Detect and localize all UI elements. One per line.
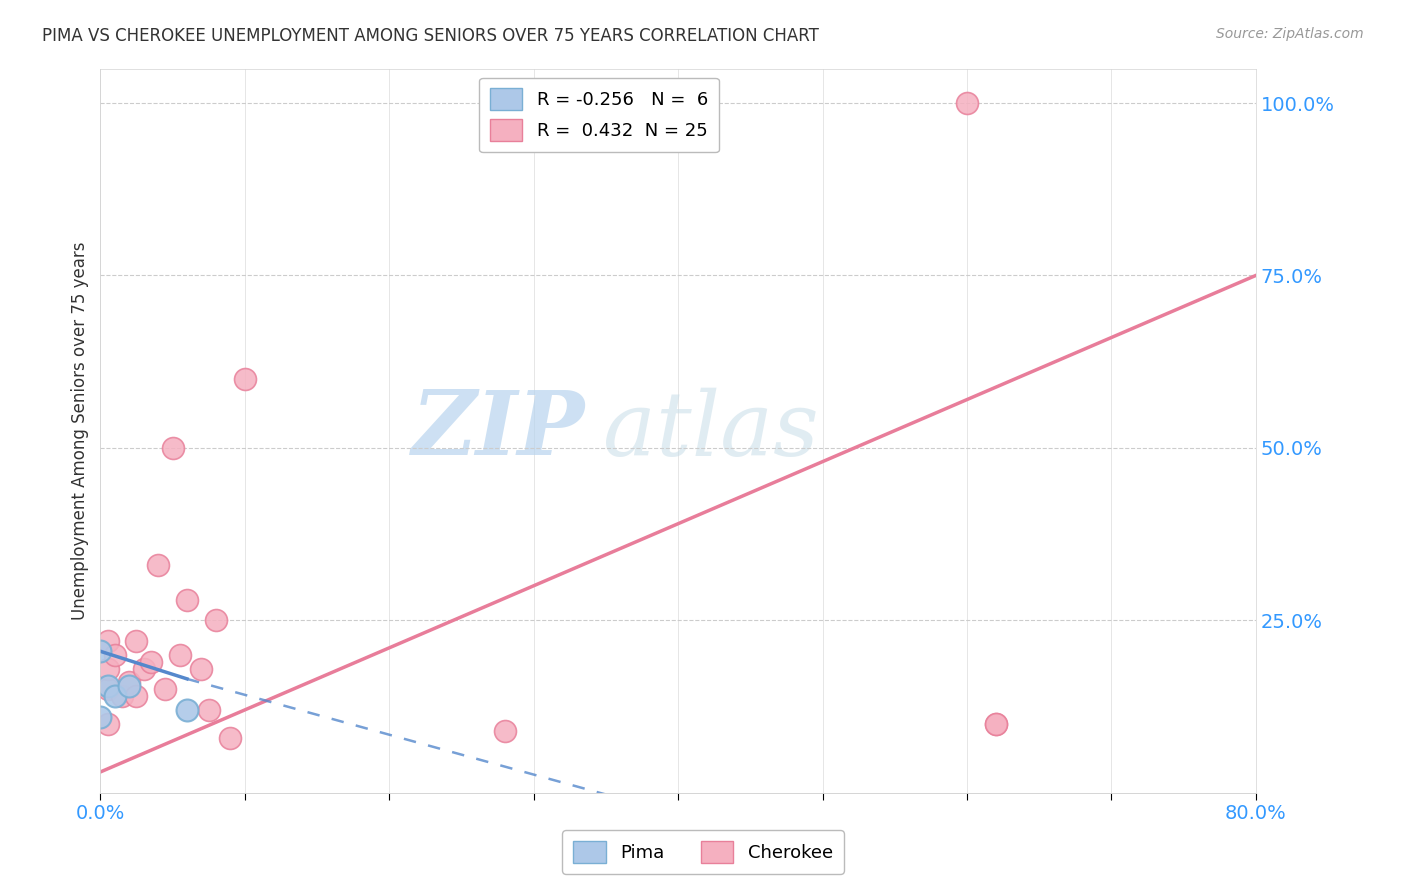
Point (984, 716, 1007, 731)
Point (97, 716, 120, 731)
Text: atlas: atlas (603, 387, 818, 474)
Point (118, 679, 141, 693)
Point (176, 592, 198, 607)
Point (111, 689, 134, 703)
Point (104, 648, 127, 662)
Point (984, 716, 1007, 731)
Point (118, 675, 141, 690)
Point (162, 441, 184, 455)
Text: Source: ZipAtlas.com: Source: ZipAtlas.com (1216, 27, 1364, 41)
Legend: Pima, Cherokee: Pima, Cherokee (562, 830, 844, 874)
Point (176, 703, 198, 717)
Point (155, 682, 177, 697)
Text: PIMA VS CHEROKEE UNEMPLOYMENT AMONG SENIORS OVER 75 YEARS CORRELATION CHART: PIMA VS CHEROKEE UNEMPLOYMENT AMONG SENI… (42, 27, 820, 45)
Point (104, 689, 127, 703)
Point (89, 710, 111, 724)
Legend: R = -0.256   N =  6, R =  0.432  N = 25: R = -0.256 N = 6, R = 0.432 N = 25 (479, 78, 718, 153)
Point (97, 682, 120, 697)
Point (97, 679, 120, 693)
Point (97, 661, 120, 675)
Point (956, 95, 979, 110)
Point (219, 731, 242, 745)
Point (89, 644, 111, 658)
Point (132, 661, 155, 675)
Point (205, 613, 228, 627)
Point (125, 634, 148, 648)
Point (97, 634, 120, 648)
Point (125, 689, 148, 703)
Point (139, 655, 162, 669)
Point (233, 372, 256, 386)
Text: ZIP: ZIP (412, 387, 586, 474)
Point (146, 558, 169, 573)
Point (190, 661, 212, 675)
Point (169, 648, 191, 662)
Y-axis label: Unemployment Among Seniors over 75 years: Unemployment Among Seniors over 75 years (72, 242, 89, 620)
Point (494, 723, 516, 738)
Point (197, 703, 219, 717)
